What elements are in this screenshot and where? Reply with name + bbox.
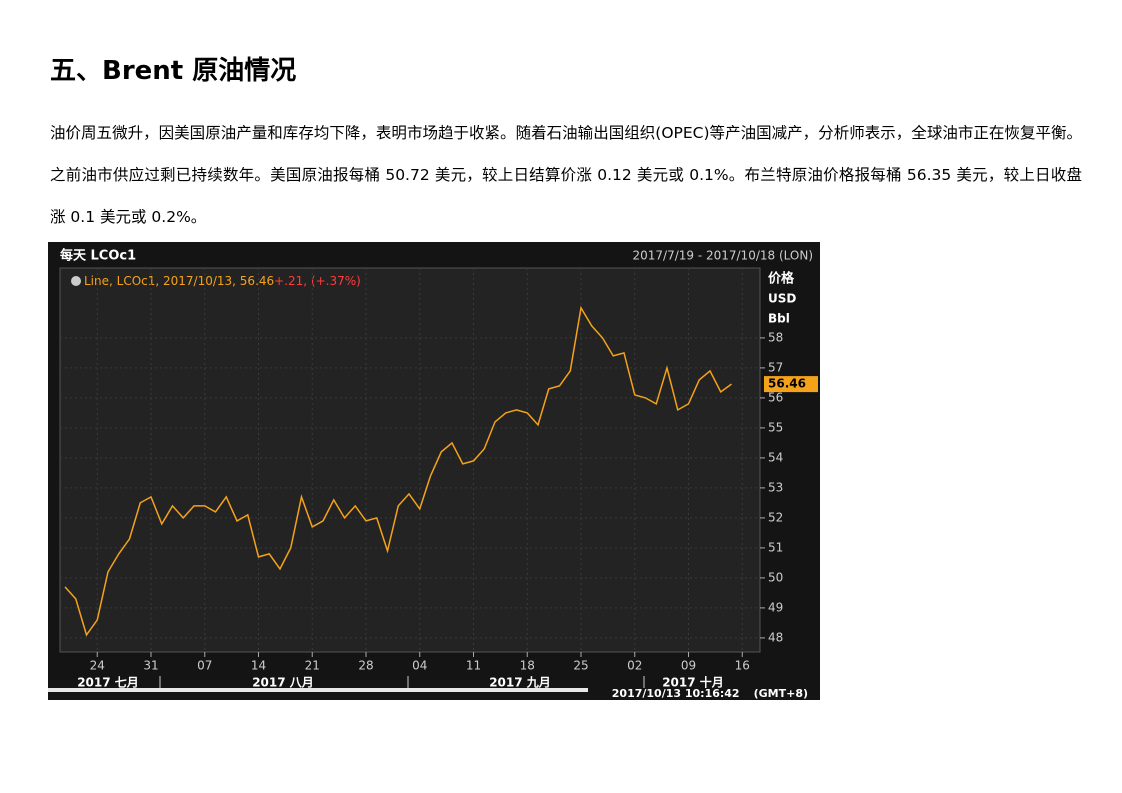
y-tick-label: 53 [768, 480, 783, 494]
x-tick-label: 14 [251, 659, 266, 673]
x-tick-label: 21 [305, 659, 320, 673]
y-tick-label: 55 [768, 420, 783, 434]
legend-icon [71, 276, 81, 286]
legend-change: +.21, (+.37%) [274, 274, 361, 288]
x-tick-label: 02 [627, 659, 642, 673]
y-tick-label: 48 [768, 630, 783, 644]
legend: Line, LCOc1, 2017/10/13, 56.46+.21, (+.3… [84, 274, 361, 288]
y-axis-label: 价格 [768, 271, 795, 287]
x-tick-label: 24 [90, 659, 105, 673]
x-tick-label: 16 [735, 659, 750, 673]
y-tick-label: 50 [768, 570, 783, 584]
paragraph: 油价周五微升，因美国原油产量和库存均下降，表明市场趋于收紧。随着石油输出国组织(… [50, 124, 1082, 226]
date-range: 2017/7/19 - 2017/10/18 (LON) [632, 249, 813, 263]
last-value-box [764, 376, 818, 393]
x-tick-label: 04 [412, 659, 427, 673]
x-tick-label: 31 [143, 659, 158, 673]
y-tick-label: 54 [768, 450, 783, 464]
legend-entry: Line, LCOc1, 2017/10/13, 56.46 [84, 274, 274, 288]
timestamp: 2017/10/13 10:16:42 (GMT+8) [612, 687, 808, 700]
month-label: 2017 八月 [252, 676, 314, 690]
y-tick-label: 52 [768, 510, 783, 524]
month-label: 2017 十月 [662, 675, 724, 690]
heading: 五、Brent 原油情况 [50, 56, 297, 86]
price-line [64, 305, 732, 637]
x-tick-label: 07 [197, 659, 212, 673]
y-axis-label: Bbl [768, 312, 790, 326]
x-tick-label: 11 [466, 659, 481, 673]
x-tick-label: 18 [520, 659, 535, 673]
chart: 每天 LCOc1 2017/7/19 - 2017/10/18 (LON) Li… [48, 242, 820, 700]
y-tick-label: 51 [768, 540, 783, 554]
x-tick-label: 28 [358, 659, 373, 673]
month-label: 2017 九月 [489, 675, 551, 690]
x-tick-label: 09 [681, 659, 696, 673]
timezone: (GMT+8) [754, 687, 808, 700]
month-label: 2017 七月 [77, 676, 139, 690]
chart-title: 每天 LCOc1 [60, 248, 136, 264]
scroll-bar [48, 688, 588, 692]
plot-area [59, 267, 761, 653]
y-tick-label: 58 [768, 330, 783, 344]
timestamp-time: 2017/10/13 10:16:42 [612, 687, 740, 700]
y-tick-label: 56 [768, 390, 783, 404]
y-axis-label: USD [768, 292, 796, 306]
y-tick-label: 57 [768, 360, 783, 374]
x-tick-label: 25 [573, 659, 588, 673]
last-value-label: 56.46 [768, 377, 806, 391]
y-tick-label: 49 [768, 600, 783, 614]
